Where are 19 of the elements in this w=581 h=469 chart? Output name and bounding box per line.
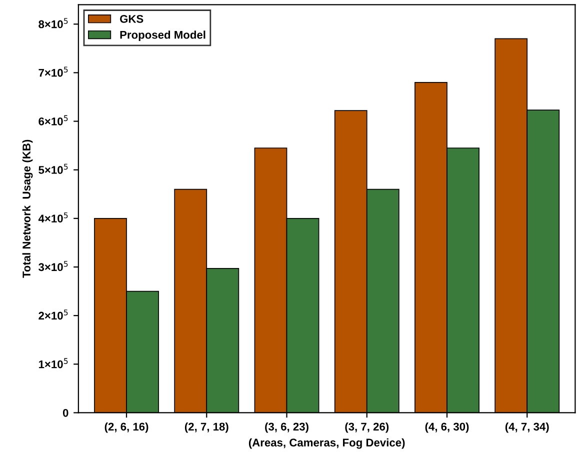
x-axis-title: (Areas, Cameras, Fog Device) xyxy=(248,438,405,449)
legend-label: GKS xyxy=(120,14,144,23)
x-tick-label: (3, 6, 23) xyxy=(265,422,308,433)
y-tick-label: 1×10$^{5}$ xyxy=(38,358,68,368)
x-tick-label: (3, 7, 26) xyxy=(345,422,389,433)
legend-label: Proposed Model xyxy=(120,30,206,41)
x-tick-label: (2, 6, 16) xyxy=(104,422,148,433)
y-tick-label: 4×10$^{5}$ xyxy=(38,212,68,222)
y-tick-label: 3×10$^{5}$ xyxy=(38,261,68,272)
y-tick-label: 2×10$^{5}$ xyxy=(38,310,68,320)
x-tick-label: (2, 7, 18) xyxy=(184,422,228,433)
y-tick-label: 8×10$^{5}$ xyxy=(38,18,68,28)
y-tick-label: 5×10$^{5}$ xyxy=(38,164,68,174)
x-tick-label: (4, 7, 34) xyxy=(505,422,549,433)
y-axis-title: Total Network Usage (KB) xyxy=(22,140,33,278)
y-tick-label: 6×10$^{5}$ xyxy=(38,115,68,126)
y-tick-label: 7×10$^{5}$ xyxy=(38,66,68,77)
y-tick-label: 0 xyxy=(62,408,68,417)
x-tick-label: (4, 6, 30) xyxy=(425,422,469,433)
